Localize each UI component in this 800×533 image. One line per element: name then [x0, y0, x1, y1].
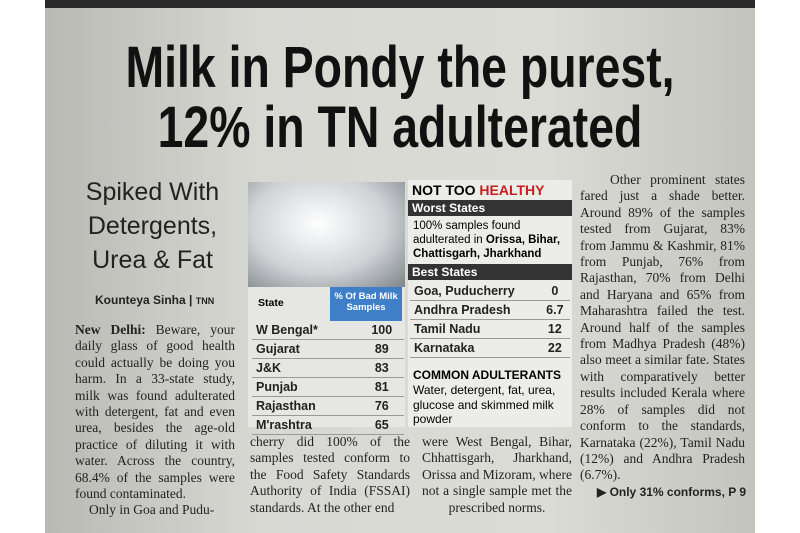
section-heading: COMMON ADULTERANTS: [413, 368, 561, 382]
states: Orissa, Bihar, Chattisgarh, Jharkhand: [413, 234, 561, 260]
text: 100% samples found adulterated in: [413, 220, 521, 246]
column: cherry did 100% of the samples tested co…: [250, 434, 410, 515]
section-heading: Best States: [408, 264, 572, 280]
cell-label: Gujarat: [256, 342, 300, 356]
cell-value: 6.7: [546, 303, 564, 317]
table-panel: % Of Bad Milk Samples State W Bengal* 100…: [248, 287, 405, 435]
cell-label: Tamil Nadu: [414, 322, 481, 336]
table-row: Goa, Puducherry 0: [410, 282, 570, 301]
cell-value: 22: [547, 341, 562, 355]
table-header: % Of Bad Milk Samples: [330, 287, 402, 321]
text: Beware, your daily glass of good health …: [75, 322, 235, 502]
column: Other prominent states fared just a shad…: [580, 172, 745, 483]
column: New Delhi: Beware, your daily glass of g…: [75, 322, 235, 519]
reference: Only 31% conforms, P 9: [609, 485, 747, 499]
cell-value: 100: [371, 323, 393, 337]
milk-photo: [248, 182, 405, 287]
cell-label: J&K: [256, 361, 282, 375]
agency: TNN: [195, 296, 215, 306]
cell-label: M'rashtra: [256, 418, 312, 432]
cell-label: Punjab: [256, 380, 298, 394]
title-highlight: HEALTHY: [479, 182, 545, 198]
byline: Kounteya Sinha | TNN: [95, 293, 215, 307]
table-row: J&K 83: [252, 359, 404, 378]
worst-text: 100% samples found adulterated in Orissa…: [408, 216, 572, 264]
adulterants: Water, detergent, fat, urea, glucose and…: [413, 383, 556, 426]
cell-value: 76: [374, 399, 389, 413]
cell-value: 83: [374, 361, 389, 375]
table-row: Tamil Nadu 12: [410, 320, 570, 339]
subhead-line: Spiked With: [85, 178, 220, 206]
cell-label: Karnataka: [414, 341, 475, 355]
cell-label: Andhra Pradesh: [414, 303, 511, 317]
cell-value: 81: [374, 380, 389, 394]
column: were West Bengal, Bihar, Chhattisgarh, J…: [422, 434, 572, 515]
subhead-line: Detergents,: [87, 212, 218, 240]
title: NOT TOO: [412, 182, 476, 198]
table-row: Karnataka 22: [410, 339, 570, 358]
table-row: W Bengal* 100: [252, 321, 404, 340]
table: W Bengal* 100 Gujarat 89 J&K 83 Punjab 81 Rajast…: [252, 321, 404, 435]
cell-value: 0: [551, 284, 559, 298]
text: Only in Goa and Pudu-: [89, 502, 215, 518]
table-row: M'rashtra 65: [252, 416, 404, 435]
headline: Milk in Pondy the purest,: [125, 35, 675, 100]
box-title: NOT TOO HEALTHY: [408, 180, 572, 200]
cell-value: 12: [547, 322, 562, 336]
section-heading: Worst States: [408, 200, 572, 216]
table-row: Rajasthan 76: [252, 397, 404, 416]
best-table: Goa, Puducherry 0 Andhra Pradesh 6.7 Tamil N…: [410, 282, 570, 358]
subhead: Spiked With Detergents, Urea & Fat: [70, 175, 235, 277]
subhead-line: Urea & Fat: [92, 246, 213, 274]
info-box: NOT TOO HEALTHY Worst States 100% sample…: [408, 180, 572, 427]
headline: 12% in TN adulterated: [157, 95, 643, 160]
cell-value: 89: [374, 342, 389, 356]
table-row: Gujarat 89: [252, 340, 404, 359]
table-header: State: [258, 297, 284, 309]
dateline: New Delhi:: [75, 322, 146, 337]
author: Kounteya Sinha: [95, 293, 186, 307]
cell-label: Rajasthan: [256, 399, 316, 413]
cell-label: Goa, Puducherry: [414, 284, 515, 298]
table-row: Andhra Pradesh 6.7: [410, 301, 570, 320]
cell-value: 65: [374, 418, 389, 432]
top-band: [45, 0, 755, 8]
cell-label: W Bengal*: [256, 323, 318, 337]
page-reference: ▶ Only 31% conforms, P 9: [597, 485, 747, 499]
table-row: Punjab 81: [252, 378, 404, 397]
